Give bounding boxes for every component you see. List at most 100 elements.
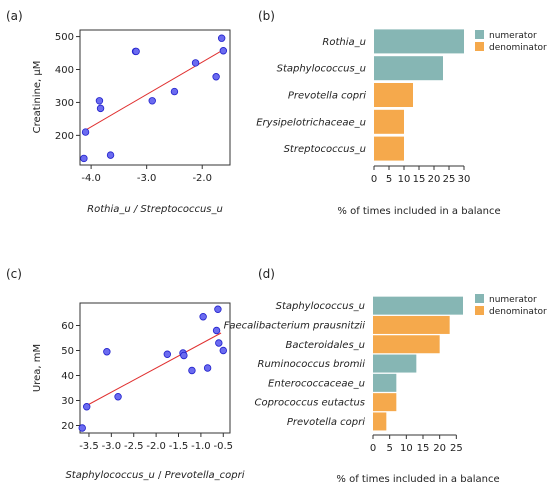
data-point-c-13	[219, 346, 227, 355]
data-point-a-4	[106, 151, 115, 159]
panel-label-a: (a)	[6, 9, 23, 23]
x-tick-label-c-6: -0.5	[214, 441, 234, 452]
category-label-b-1: Staphylococcus_u	[277, 64, 366, 75]
data-point-a-1	[81, 128, 90, 136]
bar-d-3	[373, 354, 417, 373]
x-axis-label-d: % of times included in a balance	[336, 474, 499, 485]
category-label-d-0: Staphylococcus_u	[276, 301, 365, 312]
x-tick-label-d-0: 0	[370, 443, 376, 454]
bar-panel-b: (b) Rothia_u Staphylococcus_u Prevotella c…	[256, 9, 547, 217]
bar-b-1	[374, 56, 443, 81]
x-tick-label-b-2: 10	[398, 174, 411, 185]
legend-d: numerator denominator	[475, 294, 547, 317]
x-tick-label-c-5: -1.0	[191, 441, 211, 452]
x-axis-label-c-numerator: Staphylococcus_u	[65, 470, 154, 481]
data-point-a-7	[148, 97, 156, 105]
y-axis-label-a: Creatinine, µM	[32, 61, 43, 134]
data-point-a-11	[217, 34, 226, 42]
panel-label-c: (c)	[6, 267, 22, 281]
x-tick-label-b-6: 30	[458, 174, 471, 185]
bar-panel-d: (d) Staphylococcus_u Faecalibacterium pra…	[224, 267, 547, 485]
x-tick-label-d-3: 15	[417, 443, 430, 454]
bar-b-4	[374, 136, 404, 161]
x-tick-label-b-0: 0	[371, 174, 377, 185]
x-tick-label-b-4: 20	[428, 174, 441, 185]
data-point-c-9	[203, 364, 212, 372]
category-label-d-2: Bacteroidales_u	[285, 340, 365, 351]
category-label-d-1: Faecalibacterium prausnitzii	[224, 320, 366, 331]
legend-label-b-1: denominator	[489, 43, 547, 53]
x-tick-label-c-0: -3.5	[79, 441, 99, 452]
data-point-a-3	[96, 104, 105, 113]
data-point-c-7	[188, 366, 196, 375]
data-point-a-0	[80, 154, 88, 163]
data-point-c-10	[212, 326, 221, 335]
x-axis-label-a: Rothia_u / Streptococcus_u	[87, 204, 223, 215]
data-point-c-11	[214, 305, 222, 313]
x-tick-label-a-2: -2.0	[192, 173, 212, 184]
data-point-a-12	[219, 47, 228, 55]
data-point-c-2	[103, 348, 111, 356]
category-label-b-3: Erysipelotrichaceae_u	[256, 117, 366, 128]
data-point-a-9	[191, 59, 200, 67]
data-point-c-0	[78, 424, 86, 432]
category-label-d-5: Coprococcus eutactus	[254, 398, 365, 409]
x-tick-label-b-5: 25	[443, 174, 456, 185]
y-tick-label-c-0: 20	[61, 421, 74, 432]
data-point-a-10	[212, 73, 220, 81]
data-point-a-8	[170, 87, 179, 96]
plot-area-a	[79, 29, 231, 166]
data-point-a-6	[132, 47, 140, 56]
x-tick-label-d-5: 25	[450, 443, 463, 454]
y-tick-label-a-1: 300	[55, 98, 74, 109]
data-point-c-12	[215, 339, 223, 347]
y-tick-label-c-1: 30	[61, 396, 74, 407]
y-tick-label-c-4: 60	[61, 321, 74, 332]
category-label-b-0: Rothia_u	[322, 37, 366, 48]
category-label-d-4: Enterococcaceae_u	[268, 378, 365, 389]
legend-swatch-b-1	[475, 42, 484, 51]
x-tick-label-c-3: -2.0	[146, 441, 166, 452]
x-tick-label-c-2: -2.5	[124, 441, 144, 452]
data-point-c-6	[180, 351, 188, 360]
legend-label-d-0: numerator	[489, 295, 537, 305]
x-axis-label-c-separator: /	[155, 470, 165, 481]
legend-b: numerator denominator	[475, 30, 547, 53]
x-tick-label-d-4: 20	[433, 443, 446, 454]
category-label-d-6: Prevotella copri	[287, 417, 365, 428]
y-tick-label-c-2: 40	[61, 371, 74, 382]
x-tick-label-c-1: -3.0	[102, 441, 122, 452]
legend-label-b-0: numerator	[489, 31, 537, 41]
x-axis-label-c-denominator: Prevotella_copri	[165, 470, 245, 481]
bar-d-6	[373, 412, 387, 431]
panel-label-d: (d)	[258, 267, 275, 281]
bar-d-4	[373, 373, 397, 392]
x-axis-label-c: Staphylococcus_u / Prevotella_copri	[65, 470, 244, 481]
category-label-d-3: Ruminococcus bromii	[258, 359, 366, 370]
bar-d-1	[373, 315, 450, 334]
x-tick-label-a-1: -3.0	[137, 173, 157, 184]
data-point-c-1	[83, 403, 91, 411]
data-point-c-8	[199, 313, 207, 321]
legend-swatch-b-0	[475, 30, 484, 39]
bar-b-3	[374, 109, 404, 134]
x-tick-label-d-2: 10	[400, 443, 413, 454]
legend-swatch-d-0	[475, 294, 484, 303]
regression-line-a	[83, 49, 224, 132]
bar-d-0	[373, 296, 463, 315]
y-tick-label-a-3: 500	[55, 32, 74, 43]
y-axis-label-c: Urea, mM	[32, 344, 43, 392]
scatter-panel-a: (a) 200 300 400 500 -4.0 -3.0 -2.0 Creatinine…	[6, 9, 231, 215]
data-point-c-4	[163, 350, 172, 358]
y-tick-label-a-0: 200	[55, 131, 74, 142]
x-tick-label-d-1: 5	[386, 443, 392, 454]
bar-b-2	[374, 83, 413, 107]
x-tick-label-c-4: -1.5	[169, 441, 189, 452]
x-axis-label-b: % of times included in a balance	[337, 206, 500, 217]
bar-b-0	[374, 29, 464, 54]
x-tick-label-b-3: 15	[413, 174, 426, 185]
category-label-b-2: Prevotella copri	[288, 91, 366, 102]
regression-line-c	[86, 332, 222, 406]
legend-label-d-1: denominator	[489, 307, 547, 317]
